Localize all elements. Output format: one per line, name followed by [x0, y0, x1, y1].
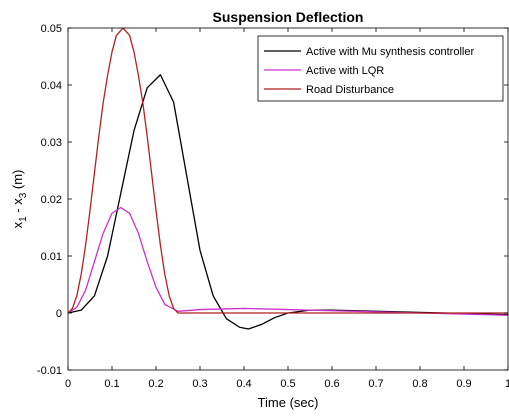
y-tick-label: 0.02 [41, 194, 62, 206]
x-axis: 0 0.1 0.2 0.3 0.4 0.5 0.6 0.7 0.8 0.9 1 [65, 28, 509, 390]
x-tick-label: 0 [65, 378, 71, 390]
x-tick-label: 0.7 [368, 378, 383, 390]
legend-box [257, 35, 504, 102]
x-tick-label: 0.2 [148, 378, 163, 390]
x-tick-label: 0.8 [412, 378, 427, 390]
legend-label-mu: Active with Mu synthesis controller [306, 46, 474, 58]
x-axis-label: Time (sec) [258, 395, 319, 410]
x-tick-label: 0.5 [280, 378, 295, 390]
x-tick-label: 0.4 [236, 378, 251, 390]
series-line-lqr [68, 206, 508, 316]
legend-label-road: Road Disturbance [306, 84, 394, 96]
x-tick-label: 1 [505, 378, 509, 390]
chart-title: Suspension Deflection [213, 9, 364, 25]
legend: Active with Mu synthesis controller Acti… [257, 35, 504, 102]
x-tick-label: 0.9 [456, 378, 471, 390]
series-line-road-disturbance [68, 28, 508, 314]
x-tick-label: 0.1 [104, 378, 119, 390]
y-tick-label: 0.01 [41, 251, 62, 263]
y-axis: -0.01 0 0.01 0.02 0.03 0.04 0.05 [37, 23, 508, 377]
y-tick-label: 0 [56, 308, 62, 320]
y-tick-label: 0.05 [41, 23, 62, 35]
series-group [68, 28, 508, 330]
y-tick-label: 0.03 [41, 137, 62, 149]
y-axis-label: x1 - x3 (m) [10, 170, 29, 229]
legend-label-lqr: Active with LQR [306, 65, 384, 77]
x-tick-label: 0.3 [192, 378, 207, 390]
y-tick-label: -0.01 [37, 365, 62, 377]
y-tick-label: 0.04 [41, 80, 62, 92]
x-tick-label: 0.6 [324, 378, 339, 390]
